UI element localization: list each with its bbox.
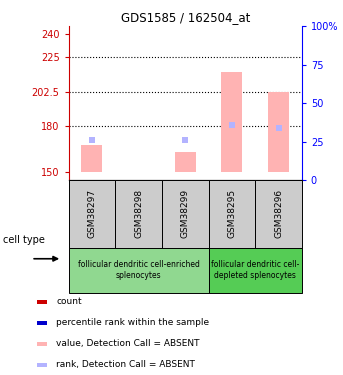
Title: GDS1585 / 162504_at: GDS1585 / 162504_at bbox=[120, 11, 250, 24]
Bar bbox=[115, 180, 162, 248]
Bar bbox=[162, 180, 209, 248]
Bar bbox=[37, 300, 47, 304]
Bar bbox=[37, 321, 47, 325]
Bar bbox=[209, 248, 302, 292]
Bar bbox=[255, 180, 302, 248]
Bar bbox=[175, 152, 196, 172]
Bar bbox=[37, 363, 47, 367]
Text: GSM38297: GSM38297 bbox=[87, 189, 96, 238]
Text: follicular dendritic cell-enriched
splenocytes: follicular dendritic cell-enriched splen… bbox=[78, 260, 200, 280]
Bar bbox=[221, 72, 243, 172]
Bar bbox=[209, 180, 255, 248]
Text: GSM38295: GSM38295 bbox=[227, 189, 236, 238]
Text: percentile rank within the sample: percentile rank within the sample bbox=[56, 318, 210, 327]
Bar bbox=[69, 248, 209, 292]
Text: GSM38299: GSM38299 bbox=[181, 189, 190, 238]
Bar bbox=[81, 145, 103, 172]
Text: GSM38296: GSM38296 bbox=[274, 189, 283, 238]
Text: rank, Detection Call = ABSENT: rank, Detection Call = ABSENT bbox=[56, 360, 195, 369]
Text: GSM38298: GSM38298 bbox=[134, 189, 143, 238]
Bar bbox=[69, 180, 115, 248]
Text: value, Detection Call = ABSENT: value, Detection Call = ABSENT bbox=[56, 339, 200, 348]
Bar bbox=[37, 342, 47, 346]
Text: cell type: cell type bbox=[3, 235, 45, 245]
Text: follicular dendritic cell-
depleted splenocytes: follicular dendritic cell- depleted sple… bbox=[211, 260, 299, 280]
Text: count: count bbox=[56, 297, 82, 306]
Bar bbox=[268, 92, 289, 172]
